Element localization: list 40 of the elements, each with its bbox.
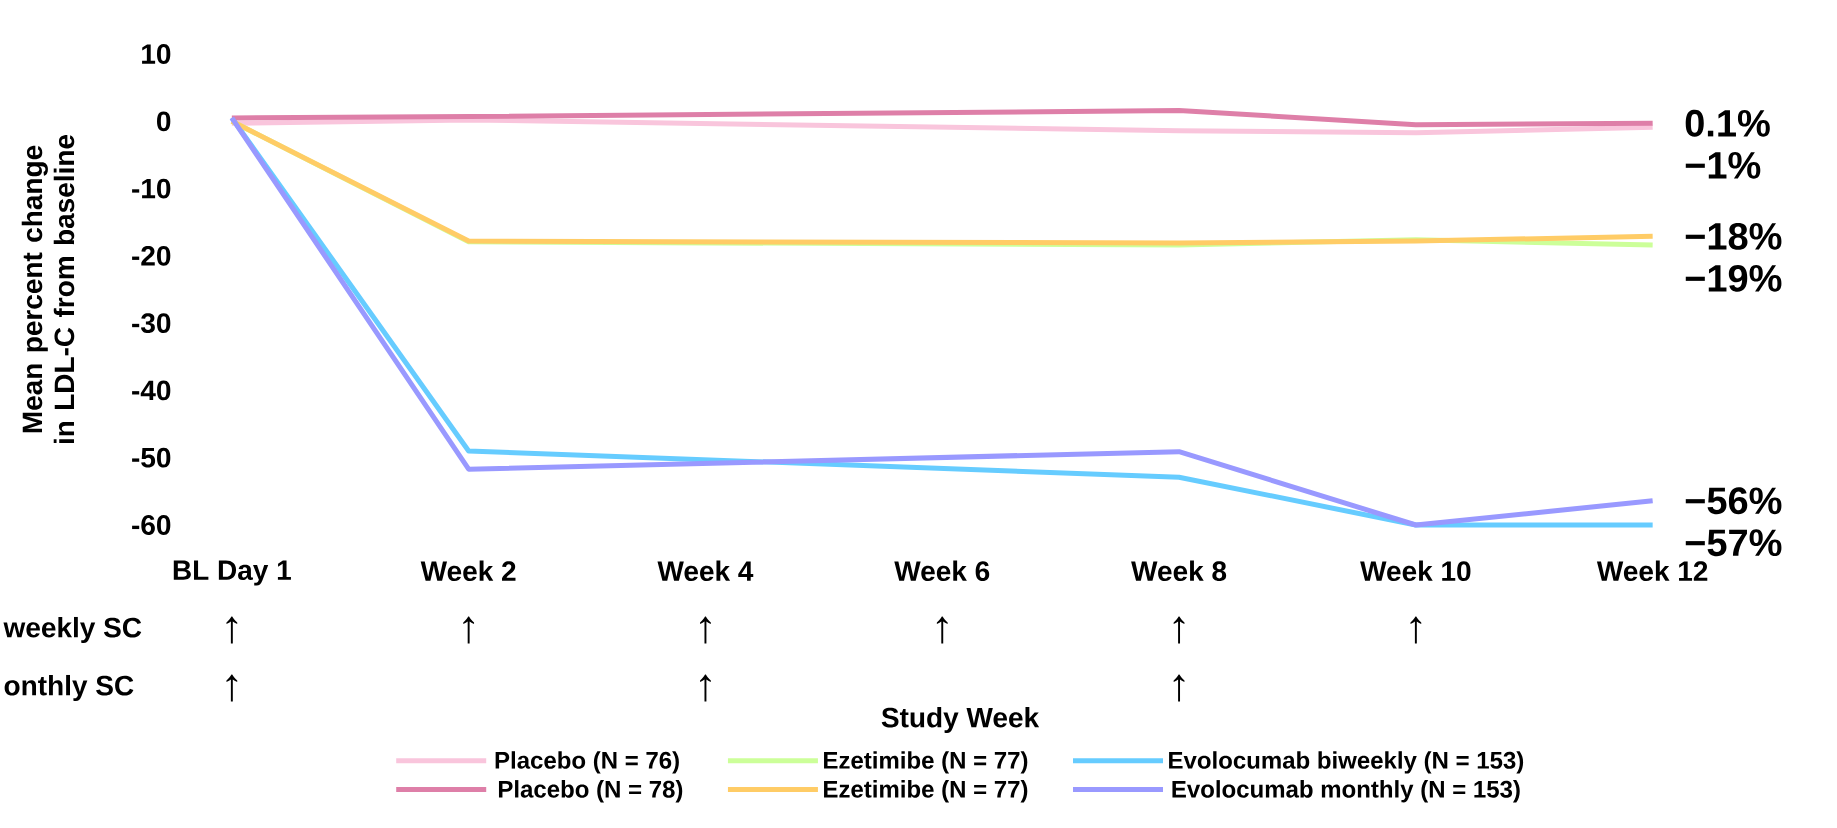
y-tick-label: 10: [142, 44, 171, 64]
x-tick-label: Week 12: [1596, 560, 1708, 582]
y-tick-label: -60: [132, 515, 171, 535]
x-tick-label: BL Day 1: [173, 560, 291, 586]
legend-label: Evolocumab biweekly (N = 153): [1169, 751, 1524, 774]
legend-label: Ezetimibe (N = 77): [824, 780, 1028, 803]
y-tick-label: -20: [132, 245, 171, 266]
y-tick-label: -50: [132, 447, 171, 468]
text: ↑: [463, 616, 475, 644]
legend-label: Evolocumab monthly (N = 153): [1172, 780, 1520, 803]
text: ↑: [700, 616, 711, 644]
text: ↑: [226, 674, 238, 702]
annotation: −19%: [1685, 264, 1782, 292]
annotation: −1%: [1685, 151, 1761, 179]
x-tick-label: Week 6: [894, 560, 990, 582]
x-tick-label: Week 2: [420, 560, 516, 582]
annotation: −57%: [1685, 529, 1782, 557]
text: onthly SC: [4, 674, 134, 702]
text: ↑: [1173, 674, 1185, 702]
text: ↑: [226, 616, 238, 644]
y-axis-title: Mean percent change in LDL-C from baseline: [21, 134, 75, 444]
annotation: −18%: [1685, 222, 1782, 250]
annotation: 0.1%: [1685, 109, 1770, 137]
y-tick-label: -40: [132, 380, 171, 401]
text: weekly SC: [3, 616, 142, 644]
x-tick-label: Week 8: [1131, 560, 1227, 582]
legend-label: Placebo (N = 78): [498, 780, 683, 803]
text: ↑: [1410, 616, 1422, 644]
text: ↑: [1173, 616, 1185, 644]
x-tick-label: Week 10: [1360, 560, 1471, 582]
x-axis-title: Study Week: [881, 706, 1040, 734]
text: ↑: [700, 674, 711, 702]
legend-label: Ezetimibe (N = 77): [824, 751, 1028, 774]
legend-label: Placebo (N = 76): [495, 751, 679, 774]
x-tick-label: Week 4: [657, 560, 754, 582]
annotation: −56%: [1685, 487, 1782, 515]
y-tick-label: -10: [132, 178, 171, 199]
y-tick-label: -30: [132, 313, 171, 334]
y-tick-label: 0: [157, 111, 171, 132]
text: ↑: [936, 616, 948, 644]
